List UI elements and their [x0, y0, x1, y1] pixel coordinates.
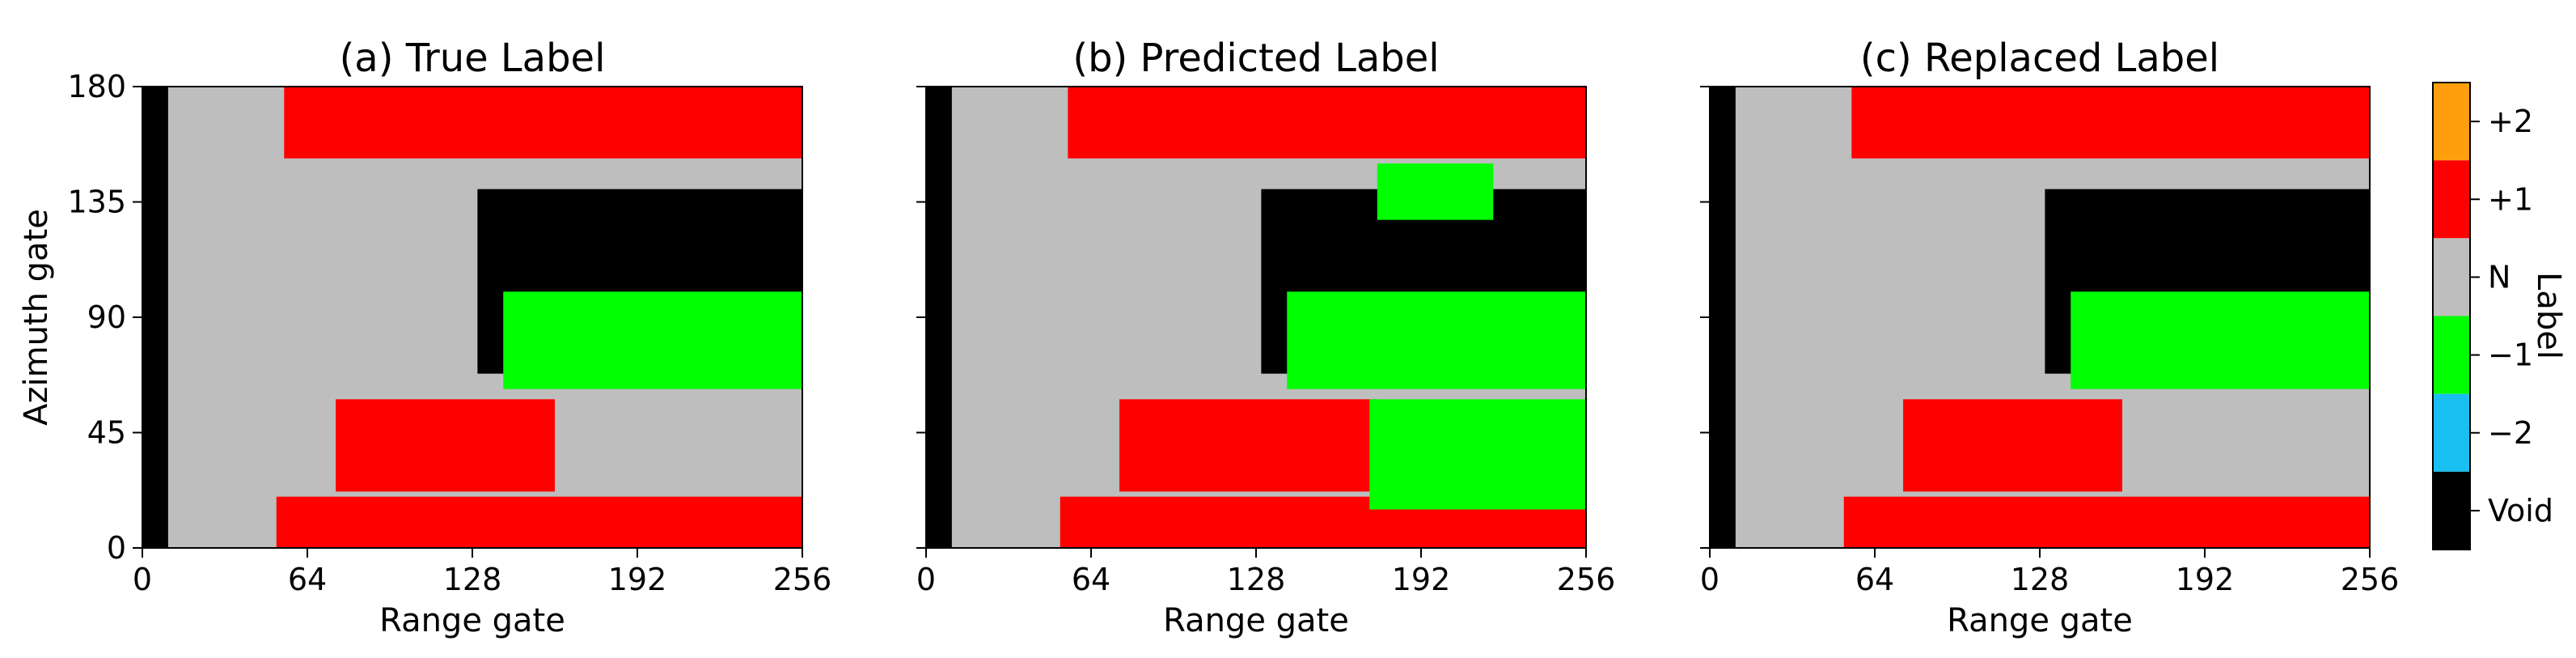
- heatmap-region-4: [926, 87, 952, 548]
- colorbar-swatch: [2433, 471, 2470, 550]
- colorbar-ticks: +2 +1 N −1 −2 Void: [2470, 104, 2553, 529]
- panel-title: (b) Predicted Label: [1072, 36, 1439, 81]
- panel-title: (a) True Label: [340, 36, 606, 81]
- y-axis-ticks: [1700, 86, 1710, 549]
- heatmap-region-4: [142, 87, 168, 548]
- heatmap-region-2: [336, 399, 555, 492]
- colorbar-swatch: [2433, 316, 2470, 394]
- x-tick-label: 192: [1392, 562, 1451, 597]
- colorbar-swatch: [2433, 83, 2470, 161]
- colorbar-frame: [2432, 82, 2471, 550]
- heatmap-area: [1710, 87, 2370, 548]
- heatmap-region-2: [1119, 399, 1377, 492]
- x-tick-label: 0: [133, 562, 152, 597]
- heatmap-region-6: [2071, 291, 2370, 389]
- heatmap-region-1: [1843, 496, 2370, 548]
- panel-predicted-label: (b) Predicted Label 0 64 128 192 256 Range g…: [916, 36, 1615, 639]
- colorbar: +2 +1 N −1 −2 Void Label: [2432, 82, 2567, 550]
- x-axis-ticks: 0 64 128 192 256: [1700, 548, 2399, 597]
- panel-replaced-label: (c) Replaced Label 0 64 128 192 256 Range ga…: [1700, 36, 2399, 639]
- colorbar-label: Label: [2530, 272, 2567, 359]
- x-axis-label: Range gate: [1947, 602, 2133, 639]
- x-tick-label: 0: [1700, 562, 1719, 597]
- colorbar-swatch: [2433, 238, 2470, 316]
- x-tick-label: 192: [608, 562, 667, 597]
- colorbar-tick-label: −2: [2488, 415, 2533, 451]
- x-tick-label: 64: [1855, 562, 1894, 597]
- heatmap-region-2: [1903, 399, 2122, 492]
- y-tick-label: 90: [87, 299, 126, 335]
- colorbar-swatch: [2433, 393, 2470, 472]
- colorbar-swatch: [2433, 160, 2470, 239]
- heatmap-region-4: [1710, 87, 1736, 548]
- y-axis-label: Azimuth gate: [18, 209, 55, 426]
- colorbar-tick-label: +1: [2488, 181, 2533, 217]
- y-tick-label: 0: [107, 530, 126, 566]
- panel-true-label: (a) True Label 0 64 128 192 256 04590135180 …: [18, 36, 831, 639]
- x-axis-label: Range gate: [1163, 602, 1349, 639]
- colorbar-tick-label: −1: [2488, 337, 2533, 373]
- x-tick-label: 192: [2176, 562, 2235, 597]
- x-tick-label: 64: [288, 562, 327, 597]
- x-tick-label: 128: [2011, 562, 2070, 597]
- heatmap-region-7: [1377, 163, 1494, 220]
- heatmap-region-8: [1287, 291, 1586, 389]
- x-axis-ticks: 0 64 128 192 256: [916, 548, 1615, 597]
- y-tick-label: 135: [67, 185, 126, 220]
- heatmap-region-1: [276, 496, 802, 548]
- y-axis-ticks: [916, 86, 926, 549]
- heatmap-region-6: [1369, 399, 1586, 510]
- colorbar-tick-label: +2: [2488, 104, 2533, 139]
- heatmap-area: [142, 87, 802, 548]
- y-tick-label: 45: [87, 415, 126, 451]
- heatmap-region-3: [1851, 87, 2370, 159]
- x-tick-label: 256: [2341, 562, 2400, 597]
- x-tick-label: 0: [916, 562, 936, 597]
- x-tick-label: 128: [1227, 562, 1286, 597]
- heatmap-region-3: [1068, 87, 1586, 159]
- x-tick-label: 128: [443, 562, 502, 597]
- heatmap-area: [926, 87, 1586, 548]
- colorbar-tick-label: Void: [2488, 493, 2553, 529]
- panel-title: (c) Replaced Label: [1860, 36, 2219, 81]
- colorbar-swatches: [2433, 83, 2470, 550]
- heatmap-region-6: [503, 291, 802, 389]
- x-tick-label: 256: [1557, 562, 1616, 597]
- colorbar-tick-label: N: [2488, 259, 2510, 295]
- x-axis-ticks: 0 64 128 192 256: [133, 548, 831, 597]
- y-tick-label: 180: [67, 69, 126, 104]
- x-tick-label: 64: [1072, 562, 1110, 597]
- x-axis-label: Range gate: [379, 602, 565, 639]
- heatmap-region-3: [284, 87, 802, 159]
- y-axis-ticks: 0 45 90 135 180: [67, 69, 142, 566]
- x-tick-label: 256: [773, 562, 832, 597]
